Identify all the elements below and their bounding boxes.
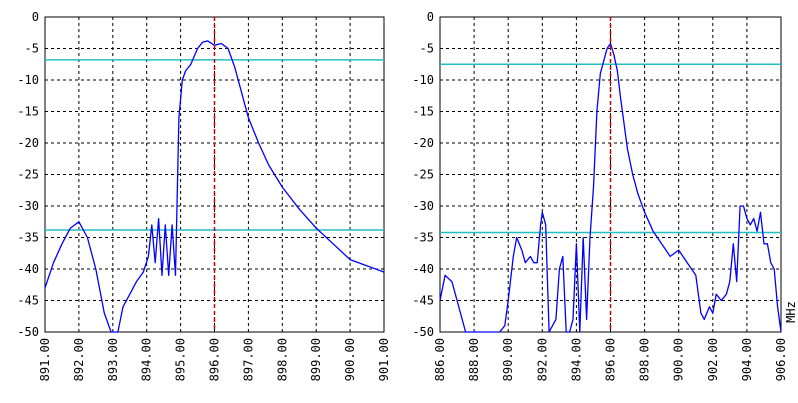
x-tick-label: 892.00	[535, 338, 549, 381]
y-tick-label: -45	[412, 294, 434, 308]
y-tick-label: -25	[17, 168, 39, 182]
x-tick-label: 888.00	[467, 338, 481, 381]
y-tick-label: -25	[412, 168, 434, 182]
x-tick-label: 890.00	[501, 338, 515, 381]
x-tick-label: 904.00	[740, 338, 754, 381]
y-tick-label: -35	[17, 231, 39, 245]
x-tick-label: 894.00	[569, 338, 583, 381]
y-tick-label: -35	[412, 231, 434, 245]
x-tick-label: 895.00	[174, 338, 188, 381]
x-axis-unit-label: MHz	[784, 301, 798, 323]
y-tick-label: -30	[17, 199, 39, 213]
x-tick-label: 902.00	[706, 338, 720, 381]
y-tick-label: -20	[412, 136, 434, 150]
y-tick-label: -30	[412, 199, 434, 213]
y-tick-label: -15	[412, 105, 434, 119]
y-tick-label: -40	[17, 262, 39, 276]
x-tick-label: 891.00	[38, 338, 52, 381]
x-tick-label: 892.00	[72, 338, 86, 381]
x-tick-label: 896.00	[604, 338, 618, 381]
x-tick-label: 898.00	[275, 338, 289, 381]
y-tick-label: -5	[420, 42, 434, 56]
trace-line	[44, 40, 385, 333]
y-tick-label: -5	[25, 42, 39, 56]
x-tick-label: 894.00	[140, 338, 154, 381]
x-tick-label: 906.00	[774, 338, 788, 381]
x-tick-label: 893.00	[106, 338, 120, 381]
x-tick-label: 900.00	[343, 338, 357, 381]
x-tick-label: 901.00	[377, 338, 391, 381]
y-tick-label: -10	[17, 73, 39, 87]
x-tick-label: 886.00	[433, 338, 447, 381]
y-tick-label: -15	[17, 105, 39, 119]
y-tick-label: -40	[412, 262, 434, 276]
x-tick-label: 898.00	[638, 338, 652, 381]
y-tick-label: -45	[17, 294, 39, 308]
y-tick-label: -20	[17, 136, 39, 150]
x-tick-label: 900.00	[672, 338, 686, 381]
y-tick-label: 0	[32, 10, 39, 24]
x-tick-label: 896.00	[208, 338, 222, 381]
y-tick-label: -50	[17, 325, 39, 339]
trace-line	[439, 42, 782, 333]
x-tick-label: 899.00	[309, 338, 323, 381]
y-tick-label: -50	[412, 325, 434, 339]
x-tick-label: 897.00	[241, 338, 255, 381]
y-tick-label: 0	[427, 10, 434, 24]
y-tick-label: -10	[412, 73, 434, 87]
